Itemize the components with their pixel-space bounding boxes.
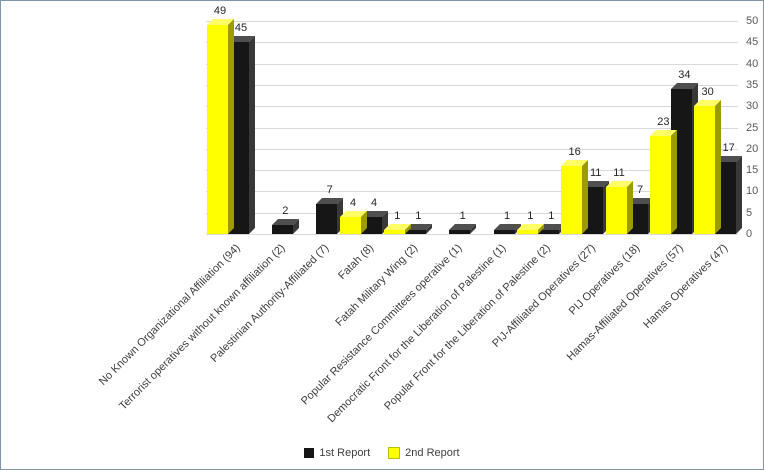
y-axis-tick-label: 20	[746, 142, 759, 155]
bar-value-label: 4	[349, 196, 357, 209]
gridline	[206, 234, 738, 235]
bar-2nd-report	[605, 187, 627, 234]
bar-value-label: 11	[589, 167, 602, 180]
bar-value-label: 4	[370, 196, 378, 209]
bar-2nd-report	[516, 229, 538, 234]
gridline	[206, 63, 738, 65]
y-axis-tick-label: 30	[746, 100, 759, 113]
legend-label: 2nd Report	[405, 447, 460, 459]
bar-2nd-report	[694, 106, 716, 234]
legend-swatch	[388, 447, 401, 459]
legend: 1st Report 2nd Report	[1, 447, 763, 459]
bar-value-label: 23	[657, 116, 670, 129]
bar-value-label: 7	[326, 184, 333, 197]
bar-2nd-report	[383, 229, 405, 234]
bar-2nd-report	[206, 25, 228, 234]
bar-1st-report	[404, 229, 426, 234]
gridline	[206, 148, 738, 150]
bar-value-label: 1	[527, 209, 534, 222]
y-axis-tick-label: 10	[746, 185, 759, 198]
bar-value-label: 16	[568, 145, 581, 158]
bar-1st-report	[316, 204, 338, 234]
y-axis-tick-label: 5	[746, 206, 753, 219]
bar-value-label: 30	[701, 86, 714, 99]
bar-2nd-report	[339, 216, 361, 234]
category-label: Popular Resistance Committees operative …	[299, 242, 465, 408]
bar-value-label: 45	[234, 22, 248, 35]
y-axis-tick-label: 45	[746, 36, 759, 49]
legend-label: 1st Report	[319, 447, 371, 459]
bar-1st-report	[271, 225, 293, 234]
bar-1st-report	[537, 229, 559, 234]
bar-value-label: 7	[636, 184, 644, 197]
y-axis-tick-label: 40	[746, 57, 759, 70]
category-label: Fatah (8)	[335, 242, 376, 283]
gridline	[206, 42, 738, 44]
y-axis-tick-label: 25	[746, 121, 759, 134]
bar-1st-report	[449, 229, 471, 234]
bar-2nd-report	[649, 136, 671, 234]
bar-value-label: 1	[459, 209, 466, 222]
gridline	[206, 127, 738, 129]
gridline	[206, 191, 738, 193]
bar-value-label: 17	[722, 141, 735, 154]
gridline	[206, 170, 738, 172]
y-axis-tick-label: 50	[746, 15, 759, 27]
category-label: Fatah Military Wing (2)	[333, 242, 421, 329]
y-axis-tick-label: 35	[746, 78, 759, 91]
gridline	[206, 21, 738, 22]
y-axis-tick-label: 0	[746, 228, 753, 240]
gridline	[206, 106, 738, 108]
category-label: Popular Front for the Liberation of Pale…	[382, 242, 554, 413]
bar-value-label: 49	[213, 5, 227, 18]
bar-value-label: 34	[678, 69, 691, 82]
legend-item: 1st Report	[304, 447, 370, 459]
bar-2nd-report	[561, 165, 583, 234]
bar-value-label: 1	[394, 209, 401, 222]
bar-value-label: 1	[503, 209, 511, 222]
gridline	[206, 212, 738, 214]
legend-swatch	[304, 448, 315, 458]
legend-item: 2nd Report	[388, 447, 460, 459]
category-label: Terrorist operatives without known affil…	[116, 242, 288, 413]
category-label: Hamas Operatives (47)	[641, 242, 731, 331]
bar-1st-report	[493, 229, 515, 234]
bar-value-label: 11	[613, 167, 625, 180]
bar-value-label: 2	[282, 205, 289, 218]
y-axis-tick-label: 15	[746, 164, 759, 177]
bar-value-label: 1	[415, 209, 422, 222]
gridline	[206, 84, 738, 86]
bar-value-label: 1	[548, 209, 555, 222]
